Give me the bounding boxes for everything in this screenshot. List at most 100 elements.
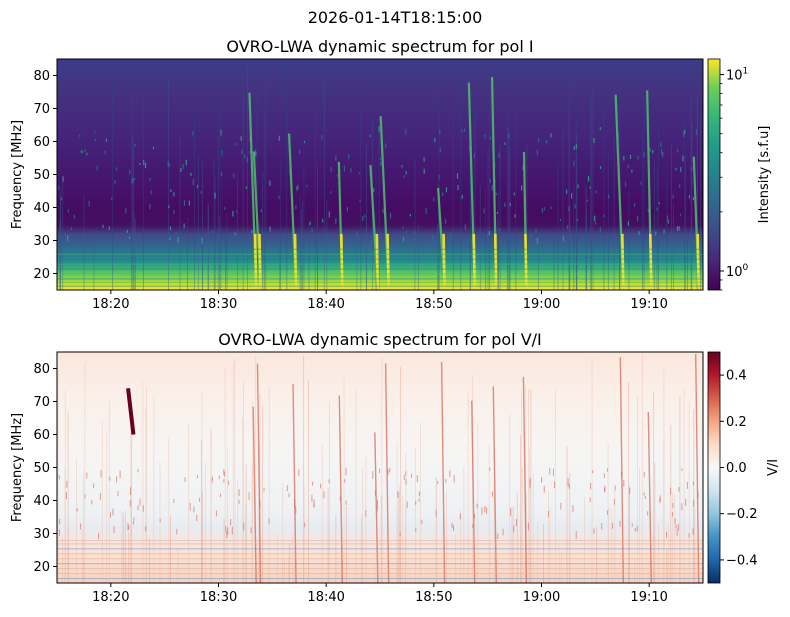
spectral-speck xyxy=(509,202,511,207)
polarization-speck xyxy=(298,469,300,477)
polarization-speck xyxy=(634,527,636,532)
polarization-speck xyxy=(601,523,603,530)
polarization-speck xyxy=(435,509,437,517)
spectral-speck xyxy=(249,150,251,154)
polarization-speck xyxy=(411,473,413,478)
spectral-speck xyxy=(402,236,405,242)
spectral-speck xyxy=(133,177,136,181)
y-axis-label-pol-i: Frequency [MHz] xyxy=(10,120,25,229)
spectral-speck xyxy=(139,162,141,166)
spectral-speck xyxy=(690,166,692,171)
colorbar-tick-label: −0.2 xyxy=(726,507,758,522)
polarization-speck xyxy=(295,506,297,514)
polarization-speck xyxy=(193,506,195,513)
polarization-speck xyxy=(502,528,504,536)
rfi-band xyxy=(57,553,703,555)
spectral-speck xyxy=(224,207,226,210)
spectral-speck xyxy=(165,239,167,245)
spectral-speck xyxy=(295,205,297,210)
polarization-speck xyxy=(481,507,483,515)
rfi-band xyxy=(57,268,703,270)
polarization-speck xyxy=(109,476,111,481)
polarization-speck xyxy=(137,468,139,473)
rfi-band xyxy=(57,573,703,575)
polarization-speck xyxy=(116,476,118,483)
spectral-speck xyxy=(401,165,403,168)
rfi-band xyxy=(57,281,703,283)
polarization-speck xyxy=(211,478,213,483)
polarization-speck xyxy=(399,532,401,536)
spectral-speck xyxy=(244,154,246,159)
polarization-speck xyxy=(379,468,381,474)
spectral-speck xyxy=(196,184,199,188)
spectral-speck xyxy=(433,197,435,202)
spectral-speck xyxy=(576,218,579,221)
radio-burst-core xyxy=(621,233,625,290)
heatmap-pol-i xyxy=(57,59,703,290)
polarization-speck xyxy=(406,501,408,509)
radio-burst-core xyxy=(386,233,390,290)
rfi-band xyxy=(57,578,703,580)
spectral-speck xyxy=(513,192,515,196)
spectral-speck xyxy=(535,229,537,234)
strong-polarized-burst xyxy=(126,388,136,435)
spectral-speck xyxy=(173,210,175,215)
spectral-speck xyxy=(373,188,375,193)
polarization-speck xyxy=(250,527,252,534)
colorbar-tick-base: 10 xyxy=(726,69,743,84)
spectral-speck xyxy=(378,126,380,132)
spectral-speck xyxy=(111,197,113,200)
polarization-speck xyxy=(541,477,543,483)
spectral-speck xyxy=(623,156,625,161)
polarization-speck xyxy=(226,531,228,539)
spectral-speck xyxy=(441,192,444,197)
polarization-speck xyxy=(215,510,217,517)
spectral-speck xyxy=(200,190,202,194)
spectral-speck xyxy=(594,221,597,225)
spectral-speck xyxy=(536,150,538,156)
spectral-speck xyxy=(656,207,658,211)
spectral-speck xyxy=(495,192,497,196)
spectral-speck xyxy=(666,215,669,220)
polarization-speck xyxy=(312,481,314,486)
spectral-speck xyxy=(86,152,88,156)
spectral-speck xyxy=(170,189,172,193)
polarization-speck xyxy=(421,519,423,525)
x-tick-label-i: 18:50 xyxy=(415,297,452,312)
spectral-speck xyxy=(58,185,60,190)
spectral-speck xyxy=(297,184,299,190)
polarization-speck xyxy=(86,472,88,479)
spectral-speck xyxy=(269,226,271,232)
spectral-speck xyxy=(152,146,155,150)
polarization-speck xyxy=(372,471,374,479)
spectral-speck xyxy=(402,226,404,229)
y-tick-label-vi: 60 xyxy=(33,428,50,443)
polarization-speck xyxy=(139,498,141,506)
spectral-speck xyxy=(603,214,605,218)
polarization-speck xyxy=(692,481,694,486)
spectral-speck xyxy=(573,146,575,150)
rfi-band xyxy=(57,278,703,280)
spectral-speck xyxy=(62,176,64,182)
spectral-speck xyxy=(64,232,67,236)
rfi-band xyxy=(57,568,703,570)
y-tick-label-i: 30 xyxy=(33,234,50,249)
spectral-speck xyxy=(128,236,130,240)
spectral-speck xyxy=(169,226,172,231)
polarization-speck xyxy=(472,523,474,529)
polarization-speck xyxy=(145,526,147,532)
spectral-speck xyxy=(695,128,698,135)
polarization-speck xyxy=(589,497,591,503)
heatmap-pol-i-background xyxy=(57,59,703,290)
colorbar-tick-exponent: 0 xyxy=(743,263,749,273)
spectral-speck xyxy=(537,138,540,143)
polarization-speck xyxy=(129,500,131,507)
spectral-speck xyxy=(102,224,104,229)
polarization-speck xyxy=(142,505,144,512)
polarization-speck xyxy=(549,467,551,475)
polarized-burst xyxy=(492,386,497,583)
spectral-speck xyxy=(330,166,332,173)
spectral-speck xyxy=(550,133,552,138)
polarization-speck xyxy=(100,470,102,478)
